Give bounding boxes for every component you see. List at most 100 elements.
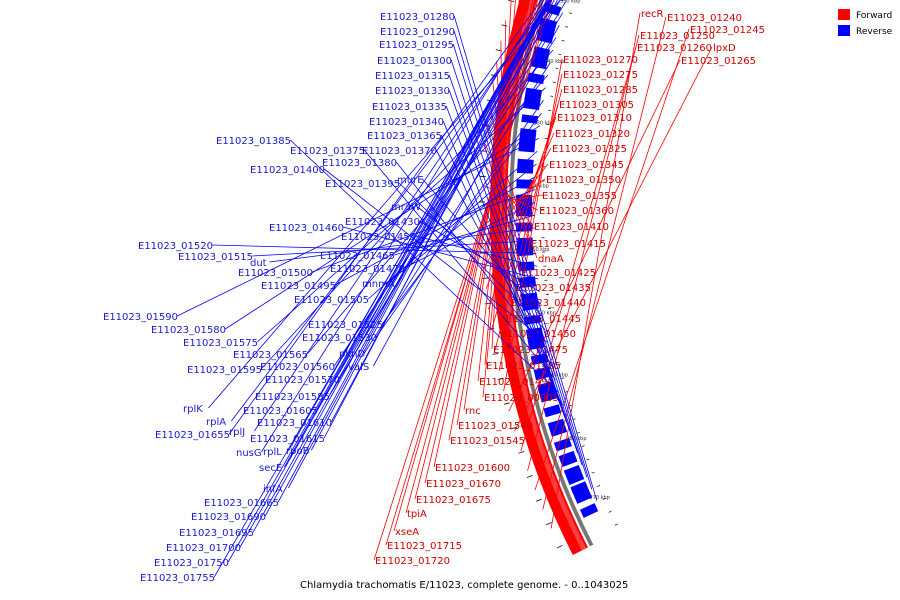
reverse-gene-label: E11023_01330: [375, 86, 450, 97]
forward-gene-label: rnc: [465, 406, 481, 417]
forward-leader-line: [481, 178, 546, 227]
reverse-gene-label: E11023_01585: [255, 392, 330, 403]
reverse-gene-label: E11023_01455: [341, 232, 416, 243]
forward-leader-line: [508, 59, 681, 412]
reverse-leader-line: [328, 0, 567, 397]
forward-gene-label: E11023_01670: [426, 479, 501, 490]
legend-reverse-swatch: [838, 25, 850, 36]
reverse-gene-label: E11023_01295: [379, 40, 454, 51]
reverse-leader-line: [330, 0, 558, 423]
reverse-gene-label: E11023_01610: [257, 418, 332, 429]
reverse-leader-line: [252, 0, 551, 533]
kbp-tick-label: 330 kbp: [534, 120, 554, 126]
reverse-gene-label: mnmA: [362, 279, 395, 290]
kbp-tick-label: 310 kbp: [529, 247, 549, 253]
outer-tick: [484, 302, 491, 305]
minor-tick: [561, 39, 565, 42]
reverse-leader-line: [343, 226, 539, 280]
reverse-gene-label: E11023_01525: [308, 320, 383, 331]
legend-reverse-label: Reverse: [856, 27, 893, 37]
forward-gene-label: E11023_01305: [559, 100, 634, 111]
reverse-gene-label: E11023_01750: [154, 558, 229, 569]
forward-leader-line: [481, 194, 542, 207]
reverse-gene-label: E11023_01520: [138, 241, 213, 252]
legend-forward-swatch: [838, 9, 850, 20]
minor-tick: [555, 67, 559, 70]
forward-gene-label: E11023_01440: [511, 298, 586, 309]
reverse-leader-line: [387, 163, 537, 284]
kbp-tick-label: 300 kbp: [536, 310, 556, 316]
forward-leader-line: [542, 16, 667, 510]
reverse-gene-label: E11023_01365: [367, 131, 442, 142]
reverse-leader-line: [208, 0, 561, 409]
forward-gene-label: E11023_01600: [435, 463, 510, 474]
forward-leader-line: [491, 0, 512, 350]
forward-gene-label: E11023_01720: [375, 556, 450, 567]
reverse-leader-line: [213, 0, 550, 578]
reverse-leader-line: [418, 220, 540, 293]
forward-gene-label: E11023_01435: [516, 283, 591, 294]
reverse-gene-label: E11023_01565: [233, 350, 308, 361]
reverse-leader-line: [398, 182, 546, 330]
forward-gene-label: E11023_01350: [546, 175, 621, 186]
kbp-tick-label: 270 kbp: [590, 495, 610, 501]
reverse-leader-line: [239, 0, 550, 548]
forward-leader-line: [527, 34, 640, 471]
reverse-gene-label: E11023_01590: [103, 312, 178, 323]
outer-tick: [497, 377, 504, 380]
forward-gene-label: E11023_01320: [555, 129, 630, 140]
forward-leader-line: [491, 103, 559, 331]
forward-gene-label: recR: [641, 9, 664, 20]
reverse-leader-line: [269, 227, 536, 263]
reverse-gene-block: [547, 418, 568, 437]
reverse-leader-line: [224, 125, 541, 330]
minor-tick: [557, 363, 562, 366]
reverse-leader-line: [323, 0, 555, 439]
reverse-gene-label: E11023_01380: [322, 158, 397, 169]
forward-leader-line: [520, 46, 637, 452]
outer-tick: [526, 474, 533, 478]
forward-gene-label: E11023_01245: [690, 25, 765, 36]
forward-gene-label: E11023_01260: [637, 43, 712, 54]
reverse-gene-label: E11023_01595: [187, 365, 262, 376]
outer-tick: [546, 521, 552, 526]
forward-leader-line: [499, 20, 507, 334]
minor-tick: [602, 497, 606, 500]
forward-gene-label: xseA: [395, 527, 419, 538]
reverse-leader-line: [363, 149, 556, 381]
reverse-gene-label: E11023_01530: [302, 333, 377, 344]
reverse-gene-label: E11023_01570: [265, 375, 340, 386]
forward-gene-label: E11023_01485: [486, 361, 561, 372]
outer-tick: [492, 352, 499, 355]
outer-tick: [503, 402, 510, 405]
reverse-gene-label: rplK: [183, 404, 203, 415]
forward-gene-label: E11023_01450: [501, 329, 576, 340]
outer-tick: [510, 426, 517, 430]
forward-gene-label: E11023_01475: [493, 345, 568, 356]
minor-tick: [552, 81, 556, 83]
legend-forward-label: Forward: [856, 11, 892, 21]
outer-tick: [482, 277, 489, 279]
reverse-gene-block: [558, 450, 578, 468]
forward-leader-line: [503, 58, 563, 392]
forward-gene-label: E11023_01715: [387, 541, 462, 552]
forward-gene-label: E11023_01270: [563, 55, 638, 66]
reverse-leader-line: [288, 0, 552, 489]
forward-gene-label: E11023_01425: [521, 268, 596, 279]
minor-tick: [608, 510, 612, 513]
kbp-tick-label: 320 kbp: [528, 184, 548, 190]
forward-gene-label: E11023_01410: [534, 222, 609, 233]
forward-gene-label: E11023_01355: [542, 191, 617, 202]
forward-gene-label: lpxD: [713, 43, 736, 54]
reverse-leader-line: [373, 24, 560, 367]
reverse-gene-label: E11023_01580: [151, 325, 226, 336]
minor-tick: [565, 26, 569, 28]
minor-tick: [552, 335, 556, 338]
reverse-gene-label: rplL: [263, 447, 282, 458]
outer-tick: [535, 498, 542, 502]
reverse-gene-label: E11023_01335: [372, 102, 447, 113]
forward-gene-label: E11023_01250: [640, 31, 715, 42]
reverse-leader-line: [450, 59, 583, 466]
reverse-gene-block: [570, 481, 593, 504]
